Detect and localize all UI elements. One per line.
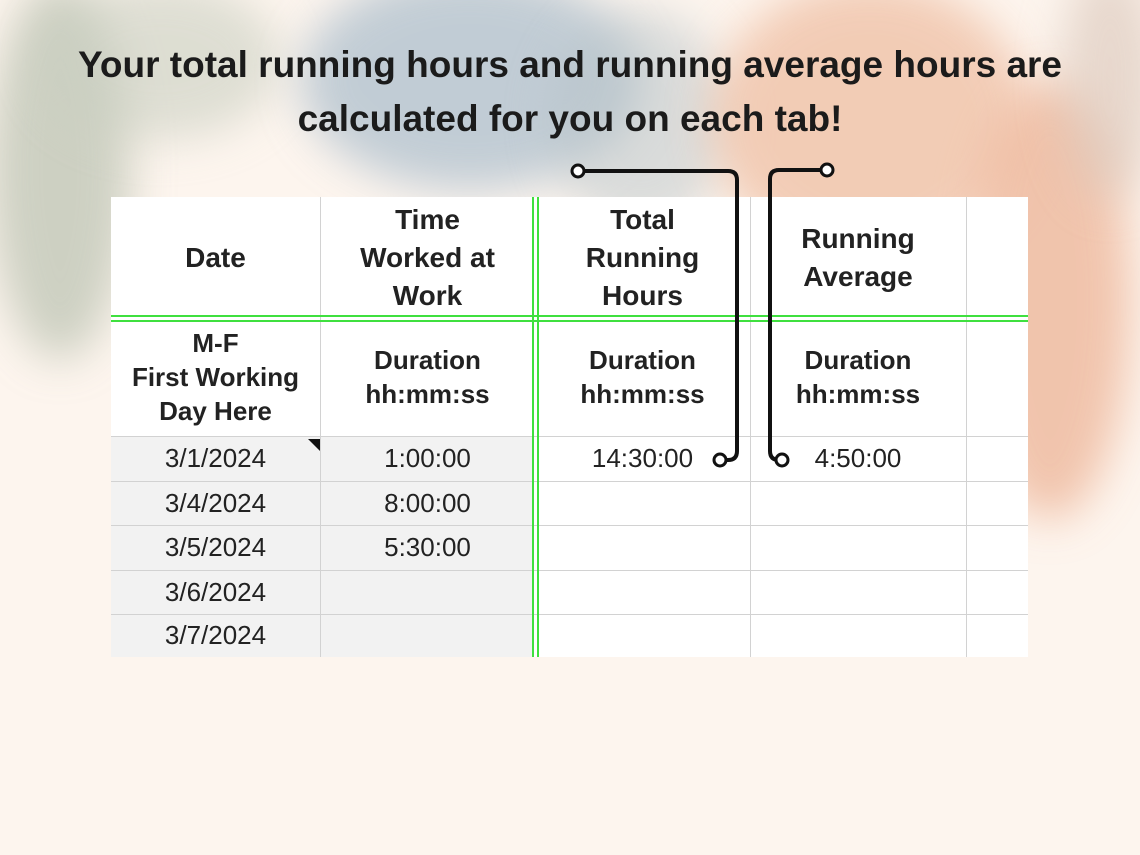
data-cell: 3/1/2024 [164, 443, 267, 473]
grid-line [111, 481, 1028, 482]
cell-text-line: hh:mm:ss [795, 379, 921, 409]
cell-text-line: Work [392, 279, 463, 311]
connector [578, 169, 739, 462]
cell-text-line: Hours [602, 279, 683, 311]
data-cell: 3/6/2024 [164, 576, 267, 607]
data-cell: 8:00:00 [384, 487, 471, 518]
header-cell: Time Worked at Work [320, 197, 535, 318]
cell-text-line: Worked at [360, 241, 495, 273]
header-cell: Total Running Hours [535, 197, 750, 318]
grid-line [320, 197, 321, 657]
freeze-line [537, 197, 539, 657]
data-cell: 3/4/2024 [164, 487, 267, 518]
grid-line [111, 614, 1028, 615]
connector [768, 168, 827, 462]
cell-text-line: Total [610, 203, 675, 235]
cell-text-line: Running [801, 222, 915, 254]
subheader-cell: Duration hh:mm:ss [750, 318, 966, 436]
cell-text-line: Day Here [159, 396, 272, 426]
data-cell: 3/5/2024 [164, 532, 267, 562]
cell-text-line: Time [395, 203, 460, 235]
freeze-line [111, 320, 1028, 322]
cell-text-line: Date [185, 241, 246, 273]
data-cell: 4:50:00 [814, 443, 902, 473]
cell-text-line: First Working [131, 362, 300, 392]
data-cell: 5:30:00 [384, 532, 471, 562]
data-cell: 1:00:00 [384, 443, 471, 473]
subheader-cell: Duration hh:mm:ss [535, 318, 750, 436]
grid-line [966, 197, 967, 657]
subheader-cell: Duration hh:mm:ss [320, 318, 535, 436]
connector-dot [712, 452, 728, 468]
shaded-area [111, 436, 533, 657]
freeze-line [111, 315, 1028, 317]
cell-text-line: Duration [374, 345, 481, 375]
grid-line [111, 570, 1028, 571]
cell-text-line: Average [803, 260, 913, 292]
freeze-line [532, 197, 534, 657]
comment-indicator [308, 439, 320, 451]
data-cell: 14:30:00 [591, 443, 694, 473]
title-line: Your total running hours and running ave… [77, 44, 1063, 85]
subheader-cell: M-F First Working Day Here [111, 318, 320, 436]
grid-line [111, 525, 1028, 526]
cell-text-line: M-F [192, 328, 239, 358]
cell-text-line: hh:mm:ss [365, 379, 490, 409]
data-cell: 3/7/2024 [164, 620, 267, 650]
grid-line [111, 436, 1028, 437]
cell-text-line: Duration [589, 345, 696, 375]
header-cell: Date [111, 197, 320, 318]
cell-text-line: Running [585, 241, 700, 273]
connector-dot [774, 452, 790, 468]
header-cell: Running Average [750, 197, 966, 318]
cell-text-line: Duration [804, 345, 912, 375]
grid-line [750, 197, 751, 657]
connector-dot [570, 163, 586, 179]
connector-dot [819, 162, 835, 178]
cell-text-line: hh:mm:ss [580, 379, 705, 409]
title-line: calculated for you on each tab! [297, 98, 843, 139]
